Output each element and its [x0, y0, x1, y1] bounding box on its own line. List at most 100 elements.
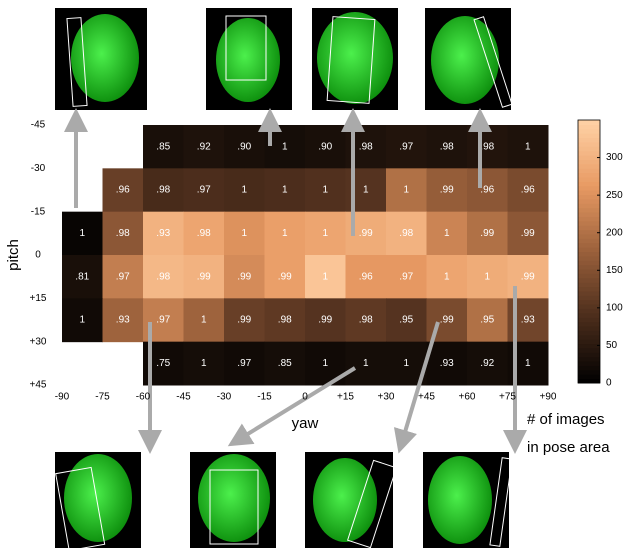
colorbar-label: # of images — [527, 411, 605, 428]
cell-label: .81 — [75, 271, 89, 282]
cell-label: .98 — [156, 271, 170, 282]
thumbnail — [206, 8, 292, 110]
cell-label: .98 — [359, 141, 373, 152]
cell-label: .92 — [197, 141, 211, 152]
colorbar-segment — [578, 146, 600, 152]
heatmap-cell — [467, 211, 508, 256]
y-tick-label: 0 — [35, 250, 41, 261]
colorbar-segment — [578, 120, 600, 125]
cell-label: .96 — [480, 185, 494, 196]
x-tick-label: +15 — [337, 392, 354, 403]
cell-label: .98 — [480, 141, 494, 152]
colorbar-segment — [578, 242, 600, 248]
heatmap-cell — [102, 298, 144, 343]
cell-label: .98 — [359, 315, 373, 326]
cell-label: .99 — [359, 228, 373, 239]
heatmap-cell — [305, 255, 346, 299]
x-tick-label: +75 — [499, 392, 516, 403]
x-tick-label: -15 — [257, 392, 272, 403]
colorbar-segment — [578, 330, 600, 336]
colorbar-segment — [578, 251, 600, 257]
cell-label: .98 — [116, 228, 130, 239]
cell-label: .98 — [440, 141, 454, 152]
cell-label: 1 — [363, 185, 369, 196]
colorbar-segment — [578, 369, 600, 375]
colorbar-segment — [578, 286, 600, 292]
heatmap-cell — [386, 211, 427, 256]
heatmap-cell — [224, 168, 265, 213]
cell-label: 1 — [241, 185, 247, 196]
heatmap-cell — [143, 168, 184, 213]
cell-label: .99 — [237, 271, 251, 282]
heatmap-cell — [62, 298, 103, 343]
colorbar-segment — [578, 150, 600, 156]
thumbnail — [55, 452, 141, 552]
colorbar-segment — [578, 308, 600, 314]
cell-label: .99 — [318, 315, 332, 326]
colorbar-segment — [578, 255, 600, 261]
cell-label: .99 — [480, 228, 494, 239]
cell-label: 1 — [403, 358, 409, 369]
heatmap-cell — [102, 255, 144, 299]
cell-label: 1 — [403, 185, 409, 196]
heatmap-cell — [386, 255, 427, 299]
colorbar-segment — [578, 198, 600, 204]
colorbar-segment — [578, 378, 600, 384]
heatmap-cell — [426, 255, 468, 299]
cell-label: 1 — [79, 315, 85, 326]
cell-label: .96 — [116, 185, 130, 196]
x-tick-label: -75 — [95, 392, 110, 403]
heatmap-cell — [264, 211, 306, 256]
colorbar-segment — [578, 172, 600, 178]
colorbar-segment — [578, 317, 600, 323]
colorbar-segment — [578, 141, 600, 147]
heatmap-cell — [264, 168, 306, 213]
cell-label: .99 — [521, 271, 535, 282]
cell-label: .99 — [440, 315, 454, 326]
thumbnail — [190, 452, 276, 548]
heatmap-cell — [467, 168, 508, 213]
cell-label: .99 — [440, 185, 454, 196]
cell-label: .98 — [278, 315, 292, 326]
colorbar-tick-label: 50 — [606, 340, 618, 351]
heatmap-cell — [62, 211, 103, 256]
heatmap-cell — [467, 255, 508, 299]
heatmap-cell — [62, 255, 103, 299]
colorbar-segment — [578, 273, 600, 279]
cell-label: .98 — [399, 228, 413, 239]
colorbar-segment — [578, 269, 600, 274]
cell-label: .93 — [521, 315, 535, 326]
cell-label: .97 — [399, 271, 413, 282]
heatmap-cell — [345, 341, 387, 386]
cell-label: 1 — [282, 185, 288, 196]
colorbar-segment — [578, 233, 600, 239]
heatmap-cell — [426, 168, 468, 213]
colorbar-segment — [578, 203, 600, 209]
cell-label: .95 — [480, 315, 494, 326]
heatmap-cell — [386, 168, 427, 213]
cell-label: 1 — [484, 271, 490, 282]
cell-label: 1 — [322, 271, 328, 282]
cell-label: 1 — [444, 228, 450, 239]
cell-label: 1 — [282, 141, 288, 152]
cell-label: .98 — [197, 228, 211, 239]
colorbar-segment — [578, 361, 600, 366]
heatmap-cell — [183, 168, 225, 213]
cell-label: .97 — [156, 315, 170, 326]
x-tick-label: +45 — [418, 392, 435, 403]
thumbnails — [55, 8, 513, 552]
heatmap-cell — [426, 341, 468, 386]
colorbar-segment — [578, 159, 600, 165]
colorbar-tick-label: 250 — [606, 190, 623, 201]
heatmap-cell — [224, 341, 265, 386]
colorbar-segment — [578, 168, 600, 174]
colorbar-segment — [578, 295, 600, 301]
cell-label: .93 — [156, 228, 170, 239]
cell-label: 1 — [322, 228, 328, 239]
y-tick-label: -30 — [31, 163, 46, 174]
x-tick-label: -45 — [176, 392, 191, 403]
colorbar-segment — [578, 334, 600, 340]
thumbnail — [305, 452, 398, 549]
cell-label: 1 — [444, 271, 450, 282]
y-axis-label: pitch — [5, 239, 22, 271]
